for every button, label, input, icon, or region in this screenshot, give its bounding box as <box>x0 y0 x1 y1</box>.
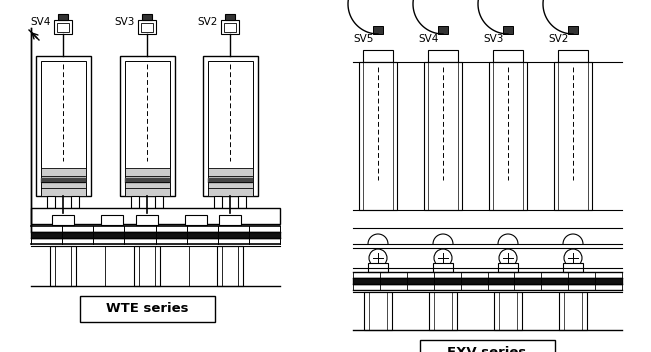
Bar <box>47 196 55 208</box>
Bar <box>134 246 160 286</box>
Bar <box>185 215 207 225</box>
Circle shape <box>564 249 582 267</box>
Bar <box>554 62 592 210</box>
Bar <box>224 23 236 32</box>
Circle shape <box>434 249 452 267</box>
Bar <box>120 56 175 196</box>
Bar <box>214 196 222 208</box>
Bar <box>238 196 246 208</box>
Bar <box>373 26 383 34</box>
Bar <box>494 292 522 330</box>
Bar <box>131 196 139 208</box>
Bar <box>50 246 76 286</box>
Bar <box>428 50 458 62</box>
Bar <box>493 50 523 62</box>
Bar <box>125 168 170 196</box>
Bar <box>58 14 68 20</box>
Bar <box>420 340 555 352</box>
Bar <box>54 20 72 34</box>
Bar <box>568 26 578 34</box>
Bar <box>503 26 513 34</box>
Bar <box>368 263 388 272</box>
Bar <box>125 61 170 196</box>
Bar <box>558 50 588 62</box>
Bar <box>498 263 518 272</box>
Text: SV4: SV4 <box>419 34 439 44</box>
Bar <box>208 168 253 196</box>
Bar <box>41 61 86 196</box>
Text: SV4: SV4 <box>31 17 51 27</box>
Bar <box>71 196 79 208</box>
Bar <box>225 14 235 20</box>
Bar <box>559 292 587 330</box>
Bar <box>489 62 527 210</box>
Bar <box>31 208 280 224</box>
Text: WTE series: WTE series <box>105 302 188 315</box>
Bar <box>138 20 156 34</box>
Bar <box>359 62 397 210</box>
Bar <box>36 56 91 196</box>
Text: SV5: SV5 <box>353 34 374 44</box>
Bar <box>52 215 74 225</box>
Text: EXV series: EXV series <box>447 346 527 352</box>
Text: SV2: SV2 <box>549 34 569 44</box>
Bar <box>155 196 163 208</box>
Circle shape <box>499 249 517 267</box>
Bar <box>433 263 453 272</box>
Bar <box>208 61 253 196</box>
Bar <box>41 168 86 196</box>
Bar <box>219 215 241 225</box>
Bar <box>136 215 158 225</box>
Bar <box>142 14 152 20</box>
Bar <box>57 23 69 32</box>
Text: SV3: SV3 <box>484 34 504 44</box>
Bar <box>217 246 243 286</box>
Bar <box>429 292 457 330</box>
Bar <box>101 215 123 225</box>
Bar <box>563 263 583 272</box>
Bar <box>424 62 462 210</box>
Text: SV2: SV2 <box>198 17 218 27</box>
Bar <box>364 292 392 330</box>
Bar <box>363 50 393 62</box>
Circle shape <box>369 249 387 267</box>
Bar <box>221 20 239 34</box>
Text: SV3: SV3 <box>115 17 135 27</box>
Bar <box>80 296 215 322</box>
Bar <box>203 56 258 196</box>
Bar <box>141 23 153 32</box>
Bar <box>438 26 448 34</box>
